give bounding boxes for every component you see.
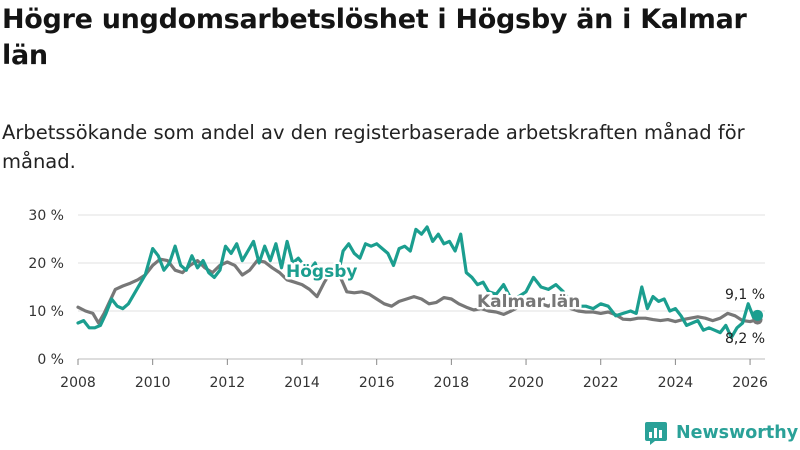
chart-subtitle: Arbetssökande som andel av den registerb… [2, 121, 745, 173]
y-tick-label: 0 % [37, 352, 64, 368]
x-axis: 2008 2010 2012 2014 2016 2018 2020 2022 2024 2026 [60, 359, 768, 391]
series-line-kalmar-lan [76, 257, 760, 325]
y-tick-label: 10 % [28, 304, 64, 320]
chart-title: Högre ungdomsarbetslöshet i Högsby än i … [2, 4, 747, 71]
line-chart: 2008 2010 2012 2014 2016 2018 2020 2022 2024 2026… [28, 208, 768, 391]
x-tick-label: 2020 [508, 375, 544, 391]
series-label-hogsby: Högsby [286, 262, 357, 282]
series-labels: 9,1 % 8,2 % Högsby Kalmar län [284, 260, 766, 348]
y-tick-label: 30 % [28, 208, 64, 224]
x-tick-label: 2018 [434, 375, 470, 391]
brand-name: Newsworthy [676, 423, 799, 443]
grid [78, 214, 765, 360]
series-line-hogsby [76, 225, 760, 339]
x-tick-label: 2016 [359, 375, 395, 391]
end-label-hogsby: 9,1 % [725, 287, 765, 303]
x-tick-label: 2014 [284, 375, 320, 391]
x-tick-label: 2012 [210, 375, 246, 391]
series-label-kalmar-lan: Kalmar län [477, 292, 580, 312]
x-tick-label: 2008 [60, 375, 96, 391]
x-tick-label: 2026 [732, 375, 768, 391]
x-tick-label: 2010 [135, 375, 171, 391]
y-tick-label: 20 % [28, 256, 64, 272]
end-label-kalmar-lan: 8,2 % [725, 331, 765, 347]
x-tick-label: 2022 [583, 375, 619, 391]
x-tick-label: 2024 [658, 375, 694, 391]
series-lines [76, 225, 764, 339]
y-axis: 0 % 10 % 20 % 30 % [28, 208, 64, 368]
brand-footer: Newsworthy [644, 420, 798, 446]
newsworthy-logo-icon [645, 422, 667, 445]
end-point-hogsby [752, 309, 764, 321]
